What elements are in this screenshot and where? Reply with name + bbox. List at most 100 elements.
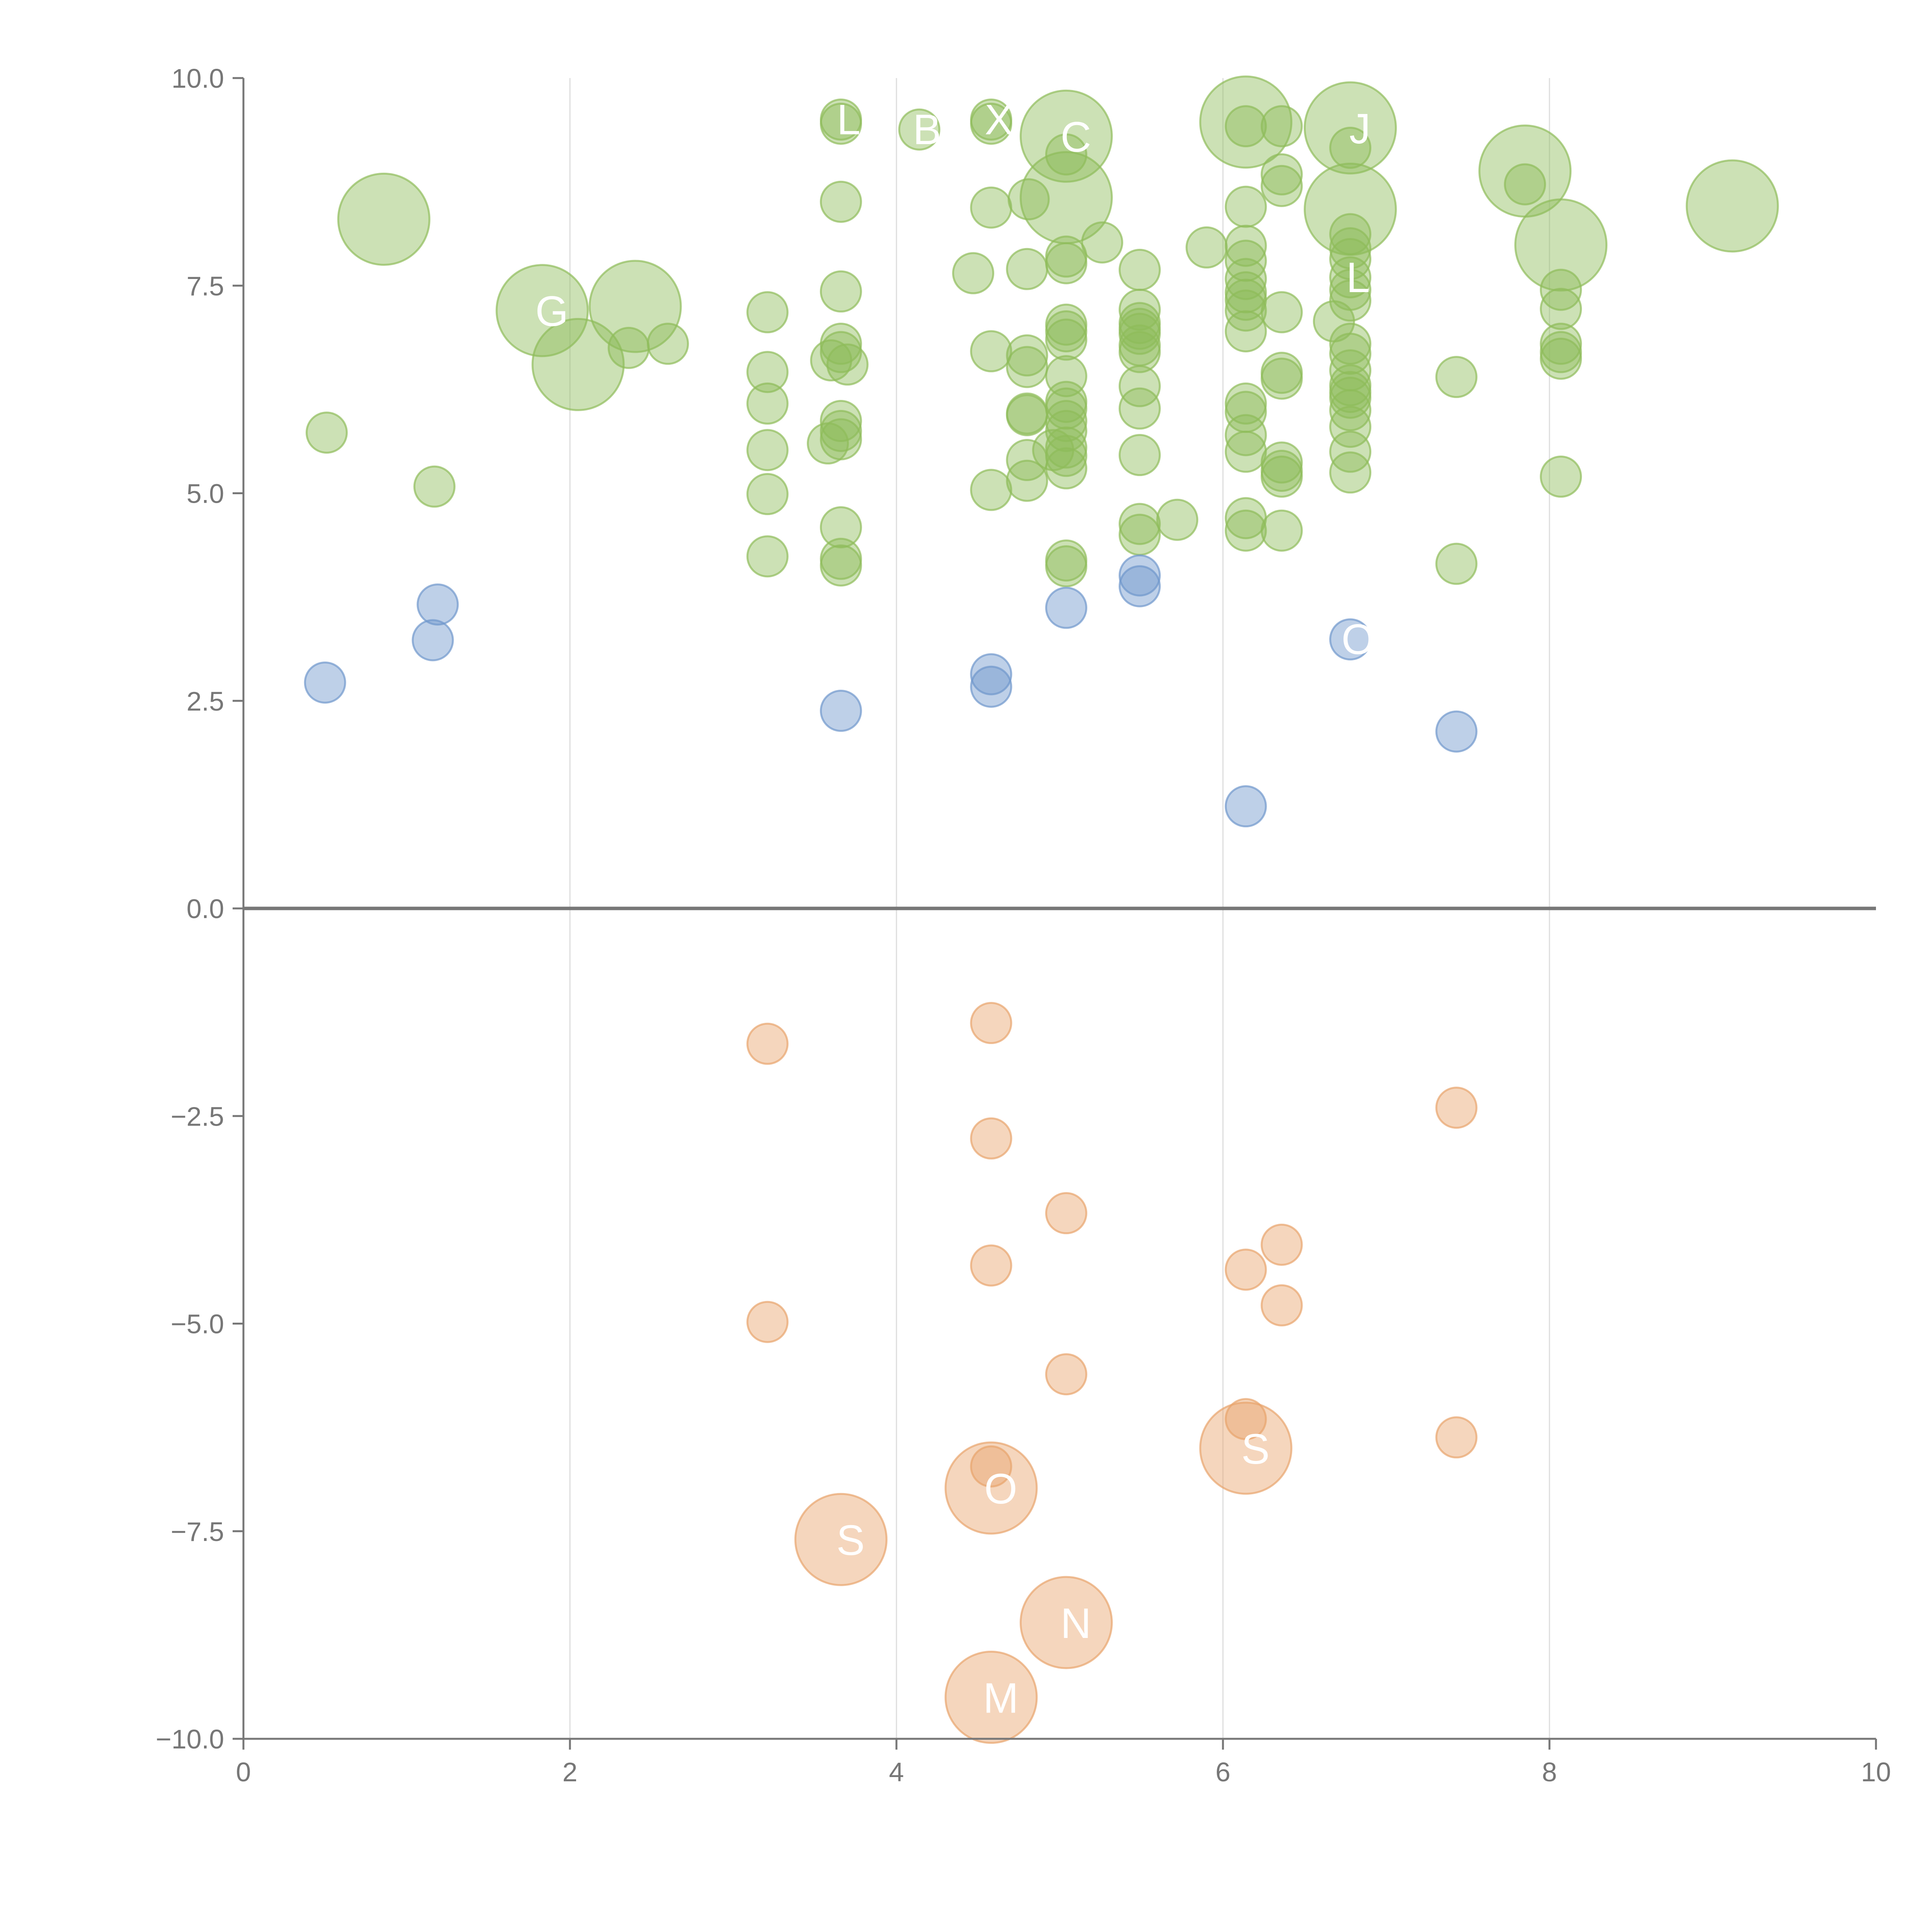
data-point [1199, 1401, 1293, 1495]
data-point [531, 318, 625, 411]
data-point [746, 429, 789, 471]
data-point [1119, 289, 1161, 331]
data-point [746, 1301, 789, 1343]
data-point [1045, 242, 1087, 284]
y-tick-label: 5.0 [187, 479, 224, 509]
data-point [1329, 127, 1372, 169]
y-tick-label: 2.5 [187, 686, 224, 716]
data-point [1225, 509, 1267, 552]
data-point [1260, 1223, 1303, 1266]
data-point [1435, 710, 1478, 753]
y-tick-label: −10.0 [156, 1724, 224, 1754]
data-point [1081, 221, 1123, 264]
data-point [746, 1022, 789, 1065]
data-point [304, 661, 346, 704]
data-point [1225, 1398, 1267, 1440]
data-point [1260, 357, 1303, 400]
data-point [1225, 224, 1267, 267]
data-point [1225, 185, 1267, 228]
data-point [1260, 105, 1303, 148]
data-point [1006, 248, 1048, 290]
data-point [1199, 75, 1293, 169]
point-label: O [984, 1465, 1017, 1513]
data-point [1540, 287, 1582, 330]
point-label: C [1061, 113, 1091, 161]
data-point [337, 172, 430, 266]
data-point [1119, 331, 1161, 373]
data-point [588, 260, 682, 353]
data-point [1225, 785, 1267, 828]
data-point [1260, 153, 1303, 196]
data-point [810, 339, 852, 382]
data-point [970, 1244, 1012, 1287]
data-point [417, 583, 459, 626]
data-point [1329, 213, 1372, 255]
data-point [1225, 240, 1267, 282]
data-point [647, 323, 689, 365]
data-point [820, 506, 862, 549]
y-tick-label: 0.0 [187, 894, 224, 924]
point-label: O [1342, 616, 1375, 663]
y-tick-label: 7.5 [187, 271, 224, 301]
data-point [970, 1445, 1012, 1488]
point-label: N [1061, 1600, 1091, 1647]
point-label: S [837, 1517, 865, 1564]
y-tick-label: −5.0 [171, 1309, 224, 1339]
data-point [1329, 256, 1372, 299]
data-point [1225, 105, 1267, 148]
point-label: M [983, 1675, 1019, 1722]
point-label: S [1241, 1425, 1269, 1473]
data-point [1185, 226, 1228, 269]
data-point [1119, 248, 1161, 291]
data-point [944, 1651, 1038, 1744]
point-label: J [1349, 105, 1371, 153]
data-point [1045, 1192, 1087, 1235]
x-tick-label: 10 [1861, 1757, 1891, 1787]
data-point [970, 1117, 1012, 1160]
data-point [826, 343, 869, 386]
data-point [1006, 459, 1048, 502]
data-point [1260, 165, 1303, 207]
point-label: L [1346, 254, 1370, 301]
data-point [1435, 1087, 1478, 1129]
data-point [820, 102, 862, 145]
x-tick-label: 4 [889, 1757, 904, 1787]
x-tick-label: 0 [236, 1757, 251, 1787]
data-point [1225, 1248, 1267, 1291]
data-point [1260, 456, 1303, 498]
data-point [746, 351, 789, 393]
data-point [1119, 434, 1161, 476]
data-point [413, 465, 456, 508]
data-point [794, 1493, 888, 1586]
data-point [1119, 387, 1161, 430]
data-point [1019, 1576, 1113, 1669]
data-point [1045, 355, 1087, 397]
data-point [1540, 337, 1582, 380]
data-point [746, 535, 789, 578]
data-point [1007, 178, 1050, 221]
y-tick-label: −2.5 [171, 1101, 224, 1131]
x-tick-label: 6 [1216, 1757, 1231, 1787]
data-point [898, 108, 940, 151]
data-point [1006, 346, 1048, 388]
data-point [746, 473, 789, 515]
x-tick-label: 2 [563, 1757, 578, 1787]
data-point [1540, 269, 1582, 311]
data-point [820, 690, 862, 732]
data-point [1435, 1416, 1478, 1459]
data-point [412, 619, 454, 662]
point-label: X [985, 96, 1013, 143]
data-point [1435, 356, 1478, 398]
data-point [1329, 618, 1372, 661]
data-point [305, 412, 348, 454]
point-label: L [837, 96, 861, 143]
data-point [1329, 451, 1372, 494]
data-point [820, 270, 862, 313]
data-points [304, 75, 1779, 1744]
data-point [1006, 394, 1048, 436]
data-point [1540, 456, 1582, 498]
data-point [944, 1441, 1038, 1535]
data-point [1156, 498, 1199, 541]
data-point [1119, 313, 1161, 355]
